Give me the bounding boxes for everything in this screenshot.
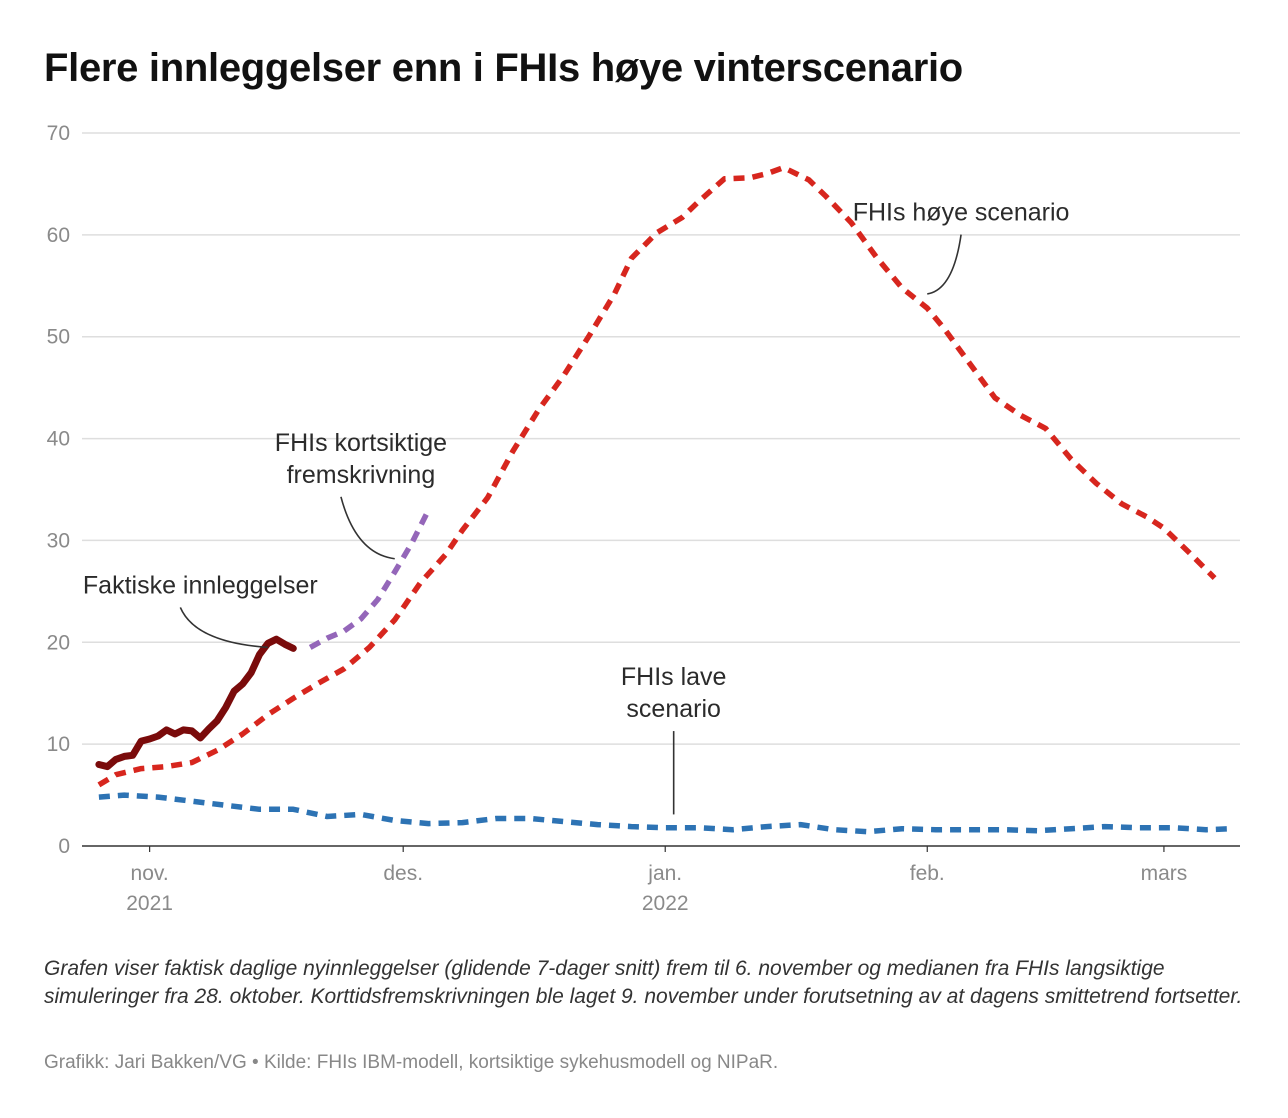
chart-title: Flere innleggelser enn i FHIs høye vinte… [44, 46, 963, 90]
annotation-leader-actual [179, 607, 269, 649]
y-tick-label: 0 [58, 835, 70, 858]
y-tick-label: 40 [47, 428, 70, 451]
y-tick-label: 10 [47, 733, 70, 756]
y-tick-label: 20 [47, 631, 70, 654]
axes: 0 10 20 30 40 50 60 70 nov. 2021 des. jan. 2022 feb. m… [47, 122, 1240, 915]
annotation-label-low: scenario [626, 695, 721, 723]
series [95, 164, 1232, 835]
x-tick-sublabel: 2021 [126, 892, 173, 915]
series-line-actual [95, 635, 297, 771]
annotation-label-low: FHIs lave [621, 663, 727, 691]
annotation-leader-short-term [340, 496, 395, 560]
x-tick-label: mars [1141, 862, 1188, 885]
series-line-short-term [308, 508, 432, 650]
chart-caption: Grafen viser faktisk daglige nyinnleggel… [44, 957, 1243, 1008]
annotation-label-short-term: fremskrivning [287, 461, 436, 489]
y-tick-label: 50 [47, 326, 70, 349]
x-tick-label: nov. [131, 862, 169, 885]
x-tick-label: des. [383, 862, 423, 885]
series-line-high [97, 164, 1217, 788]
y-tick-label: 60 [47, 224, 70, 247]
annotation-label-short-term: FHIs kortsiktige [275, 429, 447, 457]
chart-credit: Grafikk: Jari Bakken/VG • Kilde: FHIs IB… [44, 1052, 779, 1073]
y-tick-label: 70 [47, 122, 70, 145]
annotations: Faktiske innleggelser FHIs kortsiktige fre… [83, 199, 1070, 815]
line-chart: 0 10 20 30 40 50 60 70 nov. 2021 des. jan. 2022 feb. m… [47, 122, 1240, 915]
x-tick-label: feb. [910, 862, 945, 885]
x-tick-sublabel: 2022 [642, 892, 689, 915]
annotation-label-high: FHIs høye scenario [853, 199, 1070, 227]
x-tick-label: jan. [647, 862, 682, 885]
series-line-low [98, 792, 1232, 835]
y-tick-label: 30 [47, 529, 70, 552]
annotation-label-actual: Faktiske innleggelser [83, 571, 318, 599]
annotation-leader-high [927, 234, 962, 295]
